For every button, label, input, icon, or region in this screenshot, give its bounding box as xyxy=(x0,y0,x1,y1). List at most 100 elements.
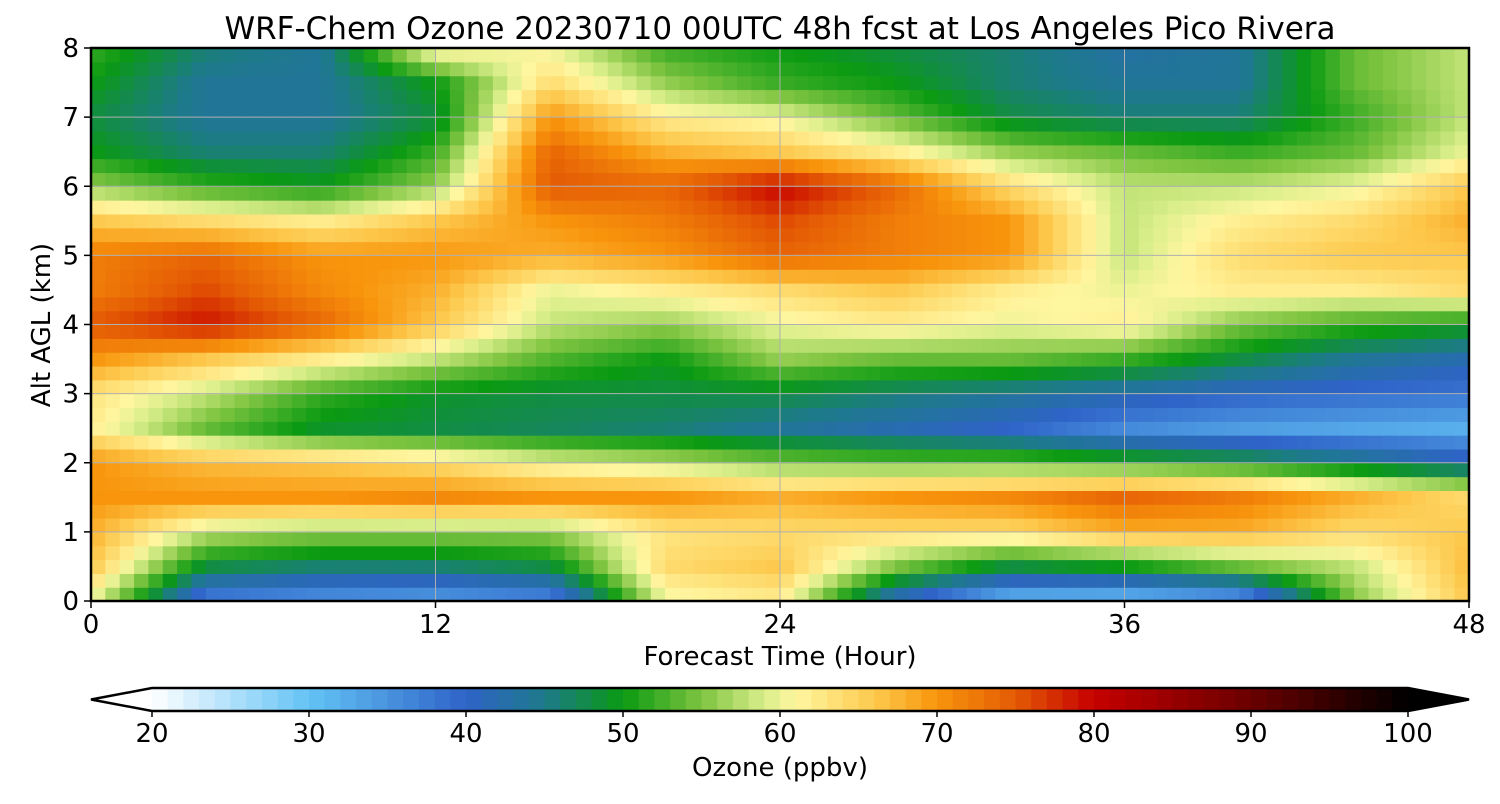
heatmap-cell xyxy=(1024,379,1039,395)
heatmap-cell xyxy=(823,48,839,63)
heatmap-cell xyxy=(306,310,322,326)
heatmap-cell xyxy=(1196,573,1212,588)
heatmap-cell xyxy=(421,200,437,215)
heatmap-cell xyxy=(708,117,724,132)
heatmap-cell xyxy=(1009,241,1025,256)
heatmap-cell xyxy=(1368,48,1384,63)
heatmap-cell xyxy=(636,269,652,284)
heatmap-cell xyxy=(363,490,379,505)
heatmap-cell xyxy=(134,117,150,132)
heatmap-cell xyxy=(335,504,350,519)
heatmap-cell xyxy=(722,117,738,132)
heatmap-cell xyxy=(722,407,738,422)
colorbar-swatch xyxy=(277,688,294,711)
heatmap-cell xyxy=(650,379,666,395)
heatmap-cell xyxy=(1095,255,1111,270)
heatmap-cell xyxy=(392,227,408,243)
heatmap-cell xyxy=(435,421,451,436)
heatmap-cell xyxy=(1454,103,1470,118)
heatmap-cell xyxy=(679,130,695,146)
heatmap-cell xyxy=(464,504,480,519)
heatmap-cell xyxy=(1009,545,1025,561)
heatmap-cell xyxy=(263,269,279,284)
heatmap-cell xyxy=(607,379,623,395)
heatmap-cell xyxy=(1138,269,1154,284)
heatmap-cell xyxy=(708,407,724,422)
heatmap-cell xyxy=(1440,310,1456,326)
heatmap-cell xyxy=(1167,48,1183,63)
heatmap-cell xyxy=(263,448,279,464)
heatmap-cell xyxy=(191,448,207,464)
heatmap-cell xyxy=(521,213,537,229)
heatmap-cell xyxy=(708,545,724,561)
heatmap-cell xyxy=(708,89,724,104)
heatmap-cell xyxy=(205,476,221,491)
heatmap-cell xyxy=(708,352,724,367)
heatmap-cell xyxy=(1311,61,1327,77)
heatmap-cell xyxy=(579,61,594,77)
heatmap-cell xyxy=(1425,531,1441,547)
heatmap-cell xyxy=(650,365,666,381)
heatmap-cell xyxy=(464,518,480,533)
heatmap-cell xyxy=(1024,144,1039,160)
heatmap-cell xyxy=(1095,352,1111,367)
heatmap-cell xyxy=(320,241,336,256)
heatmap-cell xyxy=(823,324,839,339)
heatmap-cell xyxy=(1311,545,1327,561)
heatmap-cell xyxy=(780,117,795,132)
heatmap-cell xyxy=(1296,48,1312,63)
heatmap-cell xyxy=(1196,545,1212,561)
heatmap-cell xyxy=(535,117,551,132)
heatmap-cell xyxy=(421,476,437,491)
heatmap-cell xyxy=(535,352,551,367)
heatmap-cell xyxy=(1210,407,1226,422)
heatmap-cell xyxy=(1253,393,1269,409)
heatmap-cell xyxy=(722,559,738,574)
heatmap-cell xyxy=(378,324,394,339)
heatmap-cell xyxy=(866,559,882,574)
heatmap-cell xyxy=(1268,89,1283,104)
heatmap-cell xyxy=(1095,448,1111,464)
colorbar-swatch xyxy=(1313,688,1330,711)
heatmap-cell xyxy=(1282,324,1298,339)
heatmap-cell xyxy=(607,48,623,63)
heatmap-cell xyxy=(291,144,307,160)
heatmap-cell xyxy=(162,158,178,174)
heatmap-cell xyxy=(1124,338,1140,353)
heatmap-cell xyxy=(722,365,738,381)
heatmap-cell xyxy=(550,172,566,187)
heatmap-cell xyxy=(1253,310,1269,326)
heatmap-cell xyxy=(909,241,925,256)
heatmap-cell xyxy=(1354,213,1370,229)
heatmap-cell xyxy=(1425,504,1441,519)
heatmap-cell xyxy=(1354,365,1370,381)
heatmap-cell xyxy=(263,75,279,91)
heatmap-cell xyxy=(1268,296,1283,312)
heatmap-cell xyxy=(1282,379,1298,395)
heatmap-cell xyxy=(1009,130,1025,146)
heatmap-cell xyxy=(507,435,523,450)
heatmap-cell xyxy=(177,296,193,312)
heatmap-cell xyxy=(521,296,537,312)
heatmap-cell xyxy=(952,352,968,367)
heatmap-cell xyxy=(1052,421,1068,436)
heatmap-cell xyxy=(277,117,293,132)
heatmap-cell xyxy=(335,559,350,574)
heatmap-cell xyxy=(1253,587,1269,602)
heatmap-cell xyxy=(952,518,968,533)
heatmap-cell xyxy=(134,158,150,174)
heatmap-cell xyxy=(851,587,867,602)
heatmap-cell xyxy=(91,255,106,270)
heatmap-cell xyxy=(1239,172,1255,187)
heatmap-cell xyxy=(392,545,408,561)
heatmap-cell xyxy=(1397,172,1413,187)
heatmap-cell xyxy=(435,200,451,215)
heatmap-cell xyxy=(1253,448,1269,464)
heatmap-cell xyxy=(205,75,221,91)
heatmap-cell xyxy=(349,559,365,574)
heatmap-cell xyxy=(263,545,279,561)
heatmap-cell xyxy=(1354,227,1370,243)
heatmap-cell xyxy=(693,200,709,215)
heatmap-cell xyxy=(1425,61,1441,77)
heatmap-cell xyxy=(1440,227,1456,243)
